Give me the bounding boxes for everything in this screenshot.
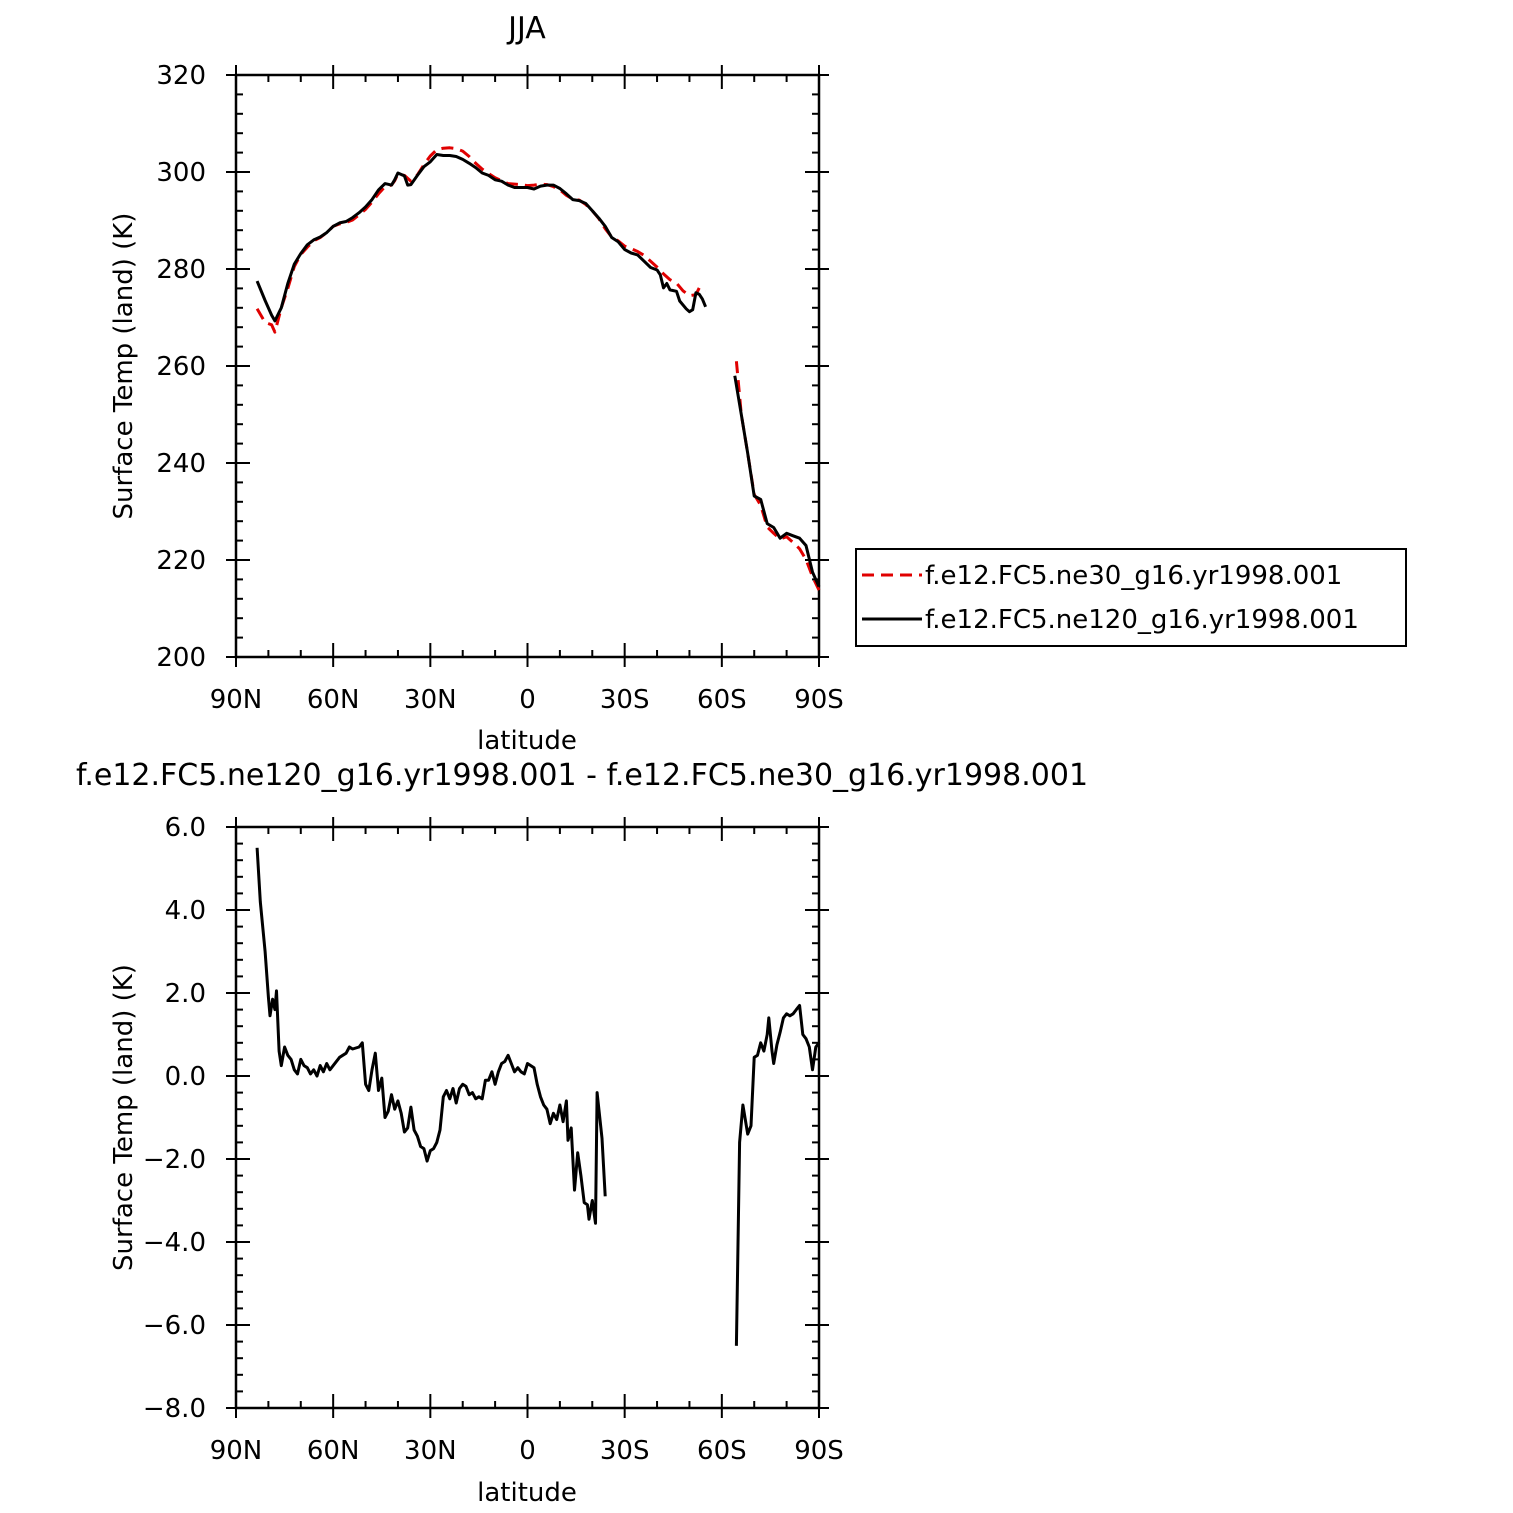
x-tick-label: 90N [210, 1436, 263, 1466]
x-tick-label: 30S [600, 685, 650, 715]
legend-box [855, 548, 1407, 647]
x-tick-label: 0 [519, 1436, 536, 1466]
y-axis-label: Surface Temp (land) (K) [109, 213, 139, 520]
x-tick-label: 90S [794, 1436, 844, 1466]
x-tick-label: 90S [794, 685, 844, 715]
series-line [255, 847, 607, 1225]
y-tick-label: 320 [156, 61, 206, 91]
series-2 [255, 153, 821, 588]
y-tick-label: 0.0 [165, 1062, 206, 1092]
y-tick-label: 300 [156, 158, 206, 188]
y-tick-label: 6.0 [165, 813, 206, 843]
y-tick-label: 220 [156, 546, 206, 576]
series-line [734, 1004, 821, 1346]
x-tick-label: 30N [404, 1436, 457, 1466]
y-tick-label: −6.0 [143, 1311, 206, 1341]
legend-label: f.e12.FC5.ne120_g16.yr1998.001 [925, 605, 1359, 635]
series-1 [255, 847, 821, 1346]
x-tick-label: 60N [307, 1436, 360, 1466]
legend: f.e12.FC5.ne30_g16.yr1998.001 f.e12.FC5.n… [855, 548, 1407, 647]
y-axis-label: Surface Temp (land) (K) [109, 964, 139, 1271]
x-axis-label: latitude [477, 726, 577, 756]
x-tick-label: 60N [307, 685, 360, 715]
plot-frame [234, 73, 821, 659]
series-1 [255, 146, 821, 591]
series-line [734, 361, 821, 591]
y-tick-label: 240 [156, 449, 206, 479]
y-tick-label: −2.0 [143, 1145, 206, 1175]
x-tick-label: 30N [404, 685, 457, 715]
plot-frame [234, 825, 821, 1410]
x-tick-label: 30S [600, 1436, 650, 1466]
x-tick-label: 60S [697, 1436, 747, 1466]
y-tick-label: 4.0 [165, 896, 206, 926]
series-line [255, 153, 707, 323]
chart-title: f.e12.FC5.ne120_g16.yr1998.001 - f.e12.F… [76, 758, 1088, 793]
y-tick-label: −4.0 [143, 1228, 206, 1258]
x-tick-label: 60S [697, 685, 747, 715]
legend-label: f.e12.FC5.ne30_g16.yr1998.001 [925, 561, 1342, 591]
y-tick-label: 2.0 [165, 979, 206, 1009]
chart-1: JJA 90N 60N 30N 0 30S 60S 90S 200 220 240 260 280 300… [109, 11, 1407, 756]
series-line [733, 375, 821, 588]
x-axis-label: latitude [477, 1478, 577, 1508]
y-tick-label: 200 [156, 643, 206, 673]
series-line [255, 146, 707, 334]
y-tick-label: 260 [156, 352, 206, 382]
chart-title: JJA [506, 11, 546, 46]
x-tick-label: 0 [519, 685, 536, 715]
chart-2: f.e12.FC5.ne120_g16.yr1998.001 - f.e12.F… [76, 758, 1088, 1508]
y-tick-label: 280 [156, 255, 206, 285]
x-tick-label: 90N [210, 685, 263, 715]
y-tick-label: −8.0 [143, 1394, 206, 1424]
